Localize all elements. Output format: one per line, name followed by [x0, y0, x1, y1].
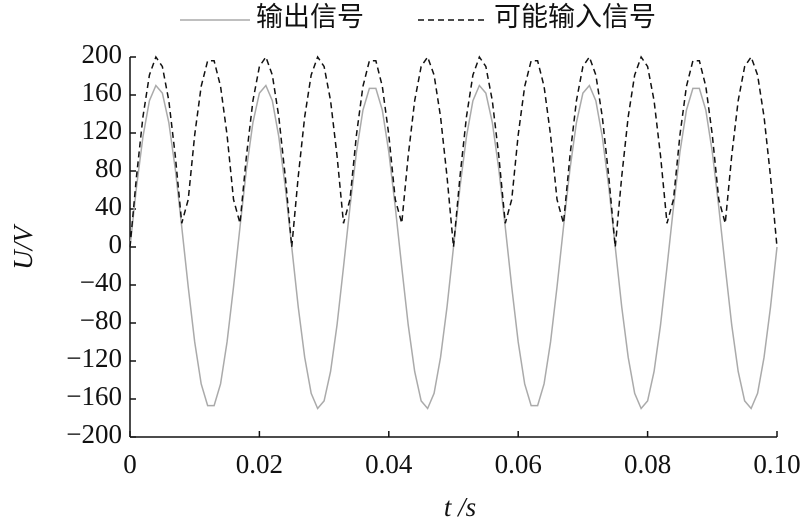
y-tick-label: 120: [82, 115, 123, 145]
y-tick-label: 200: [82, 39, 123, 69]
x-tick-label: 0.08: [624, 449, 671, 479]
y-tick-label: −160: [66, 381, 122, 411]
y-tick-label: −200: [66, 419, 122, 449]
x-axis-label: t /s: [444, 492, 476, 522]
x-tick-label: 0.04: [365, 449, 413, 479]
y-tick-label: 0: [109, 229, 123, 259]
x-tick-label: 0.10: [753, 449, 800, 479]
y-tick-label: −120: [66, 343, 122, 373]
y-tick-label: 160: [82, 77, 123, 107]
y-tick-label: 40: [95, 191, 122, 221]
y-axis-label: U/V: [8, 223, 38, 270]
x-tick-label: 0.06: [495, 449, 542, 479]
legend-label: 可能输入信号: [494, 2, 656, 32]
series-line: [129, 84, 778, 410]
y-tick-label: −80: [80, 305, 122, 335]
x-tick-label: 0.02: [236, 449, 283, 479]
y-tick-label: 80: [95, 153, 122, 183]
x-tick-label: 0: [123, 449, 137, 479]
y-tick-label: −40: [80, 267, 122, 297]
legend-label: 输出信号: [256, 2, 364, 32]
